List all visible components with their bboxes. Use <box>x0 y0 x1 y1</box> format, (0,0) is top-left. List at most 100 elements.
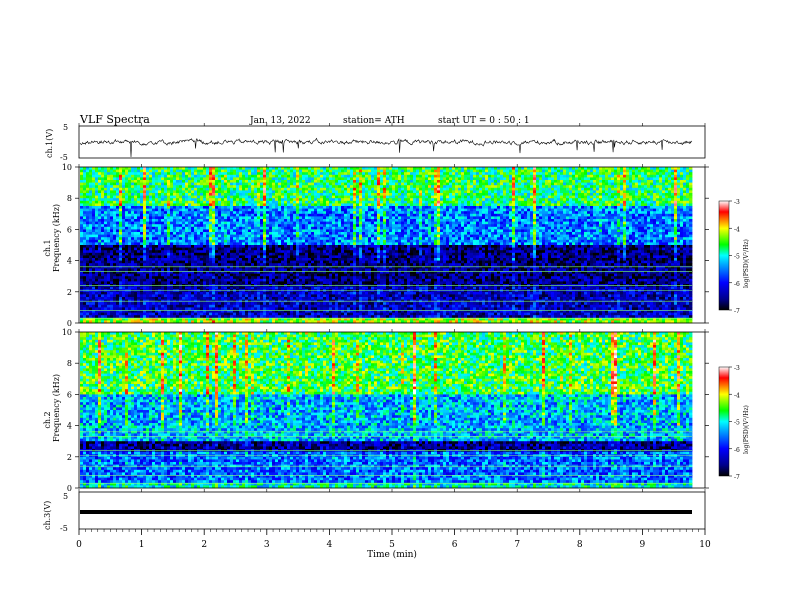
spectrogram-cell <box>107 281 111 285</box>
spectrogram-cell <box>179 297 183 300</box>
spectrogram-cell <box>140 216 144 220</box>
spectrogram-cell <box>308 255 312 259</box>
spectrogram-cell <box>305 234 309 238</box>
spectrogram-cell <box>215 250 219 254</box>
spectrogram-cell <box>239 200 243 204</box>
spectrogram-cell <box>296 276 300 280</box>
spectrogram-cell <box>167 190 171 194</box>
spectrogram-cell <box>257 304 261 308</box>
spectrogram-cell <box>221 219 225 222</box>
spectrogram-cell <box>95 185 99 189</box>
spectrogram-cell <box>101 317 105 321</box>
spectrogram-cell <box>206 271 210 274</box>
spectrogram-cell <box>197 203 201 207</box>
spectrogram-cell <box>179 239 183 243</box>
spectrogram-cell <box>248 226 252 230</box>
spectrogram-cell <box>89 190 93 194</box>
spectrogram-cell <box>317 320 321 324</box>
spectrogram-cell <box>302 247 306 251</box>
spectrogram-cell <box>92 185 96 189</box>
spectrogram-cell <box>290 226 294 230</box>
spectrogram-cell <box>92 258 96 261</box>
spectrogram-cell <box>260 289 264 293</box>
spectrogram-cell <box>227 167 231 170</box>
spectrogram-cell <box>308 224 312 228</box>
spectrogram-cell <box>275 203 279 207</box>
spectrogram-cell <box>197 239 201 243</box>
spectrogram-cell <box>308 297 312 300</box>
spectrogram-cell <box>287 297 291 300</box>
spectrogram-cell <box>308 190 312 194</box>
spectrogram-cell <box>101 315 105 319</box>
spectrogram-cell <box>158 213 162 217</box>
spectrogram-cell <box>161 273 165 277</box>
spectrogram-cell <box>149 260 153 264</box>
spectrogram-cell <box>128 169 132 173</box>
spectrogram-cell <box>155 203 159 207</box>
spectrogram-cell <box>158 206 162 209</box>
spectrogram-cell <box>194 263 198 267</box>
spectrogram-cell <box>98 312 102 316</box>
spectrogram-cell <box>80 174 84 178</box>
spectrogram-cell <box>281 172 285 176</box>
spectrogram-cell <box>218 193 222 196</box>
spectrogram-cell <box>200 193 204 196</box>
spectrogram-cell <box>200 273 204 277</box>
spectrogram-cell <box>206 172 210 176</box>
spectrogram-cell <box>290 252 294 256</box>
spectrogram-cell <box>92 263 96 267</box>
spectrogram-cell <box>158 174 162 178</box>
spectrogram-cell <box>257 216 261 220</box>
spectrogram-cell <box>89 268 93 272</box>
spectrogram-cell <box>215 167 219 170</box>
spectrogram-cell <box>236 276 240 280</box>
spectrogram-cell <box>116 271 120 274</box>
spectrogram-cell <box>89 187 93 191</box>
spectrogram-cell <box>152 263 156 267</box>
spectrogram-cell <box>257 177 261 181</box>
spectrogram-cell <box>167 242 171 246</box>
spectrogram-cell <box>209 187 213 191</box>
spectrogram-cell <box>224 304 228 308</box>
spectrogram-cell <box>317 258 321 261</box>
spectrogram-cell <box>206 185 210 189</box>
spectrogram-cell <box>224 291 228 295</box>
spectrogram-cell <box>260 317 264 321</box>
spectrogram-cell <box>209 252 213 256</box>
spectrogram-cell <box>275 185 279 189</box>
spectrogram-cell <box>119 281 123 285</box>
spectrogram-cell <box>326 252 330 256</box>
spectrogram-cell <box>101 307 105 311</box>
spectrogram-cell <box>293 258 297 261</box>
spectrogram-cell <box>119 226 123 230</box>
spectrogram-cell <box>116 286 120 290</box>
spectrogram-cell <box>164 315 168 319</box>
spectrogram-cell <box>236 219 240 222</box>
spectrogram-cell <box>251 307 255 311</box>
spectrogram-cell <box>191 263 195 267</box>
spectrogram-cell <box>299 182 303 186</box>
spectrogram-cell <box>101 234 105 238</box>
spectrogram-cell <box>314 182 318 186</box>
spectrogram-cell <box>107 195 111 199</box>
spectrogram-cell <box>257 198 261 202</box>
spectrogram-cell <box>248 198 252 202</box>
spectrogram-cell <box>143 193 147 196</box>
spectrogram-cell <box>299 286 303 290</box>
spectrogram-cell <box>311 286 315 290</box>
spectrogram-cell <box>245 260 249 264</box>
spectrogram-cell <box>257 312 261 316</box>
spectrogram-cell <box>95 203 99 207</box>
spectrogram-cell <box>302 310 306 313</box>
spectrogram-cell <box>287 320 291 324</box>
spectrogram-cell <box>242 250 246 254</box>
spectrogram-cell <box>278 304 282 308</box>
spectrogram-cell <box>296 265 300 269</box>
spectrogram-cell <box>149 281 153 285</box>
spectrogram-cell <box>95 294 99 298</box>
spectrogram-cell <box>251 312 255 316</box>
spectrogram-cell <box>209 216 213 220</box>
spectrogram-cell <box>143 289 147 293</box>
spectrogram-cell <box>152 281 156 285</box>
spectrogram-cell <box>311 190 315 194</box>
